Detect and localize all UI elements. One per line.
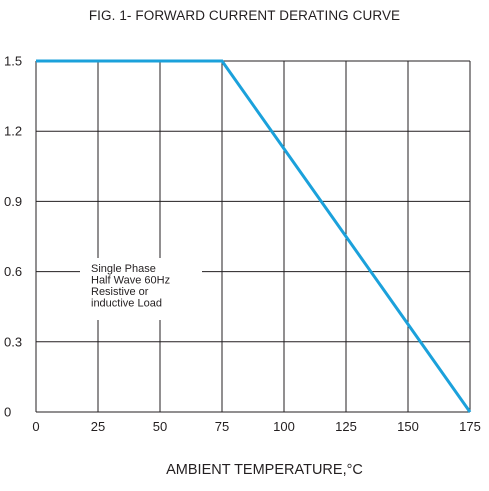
annotation-line: Single Phase — [91, 263, 156, 275]
y-tick-label: 0.9 — [4, 194, 22, 209]
y-tick-label: 1.5 — [4, 54, 22, 69]
y-tick-label: 0.3 — [4, 334, 22, 349]
series-layer — [36, 59, 472, 413]
y-tick-label: 1.2 — [4, 124, 22, 139]
x-axis-label: AMBIENT TEMPERATURE,°C — [166, 462, 363, 478]
x-tick-label: 125 — [335, 419, 357, 434]
derating-curve-line — [36, 59, 472, 413]
x-tick-label: 175 — [459, 419, 481, 434]
x-tick-label: 0 — [32, 419, 39, 434]
y-tick-label: 0 — [4, 405, 11, 420]
x-tick-label: 50 — [153, 419, 167, 434]
annotation-line: Resistive or — [91, 286, 149, 298]
x-tick-label: 100 — [273, 419, 295, 434]
annotation-background — [80, 258, 202, 320]
x-tick-label: 150 — [397, 419, 419, 434]
x-tick-label: 75 — [215, 419, 229, 434]
y-tick-label: 0.6 — [4, 264, 22, 279]
x-tick-label: 25 — [91, 419, 105, 434]
tick-labels: 0 25 50 75 100 125 150 175 1.5 1.2 0.9 0.6 0.3 0 — [4, 54, 481, 435]
annotation-line: inductive Load — [91, 298, 162, 310]
grid-lines — [35, 60, 471, 413]
annotation-line: Half Wave 60Hz — [91, 275, 170, 287]
chart-title: FIG. 1- FORWARD CURRENT DERATING CURVE — [88, 8, 401, 23]
